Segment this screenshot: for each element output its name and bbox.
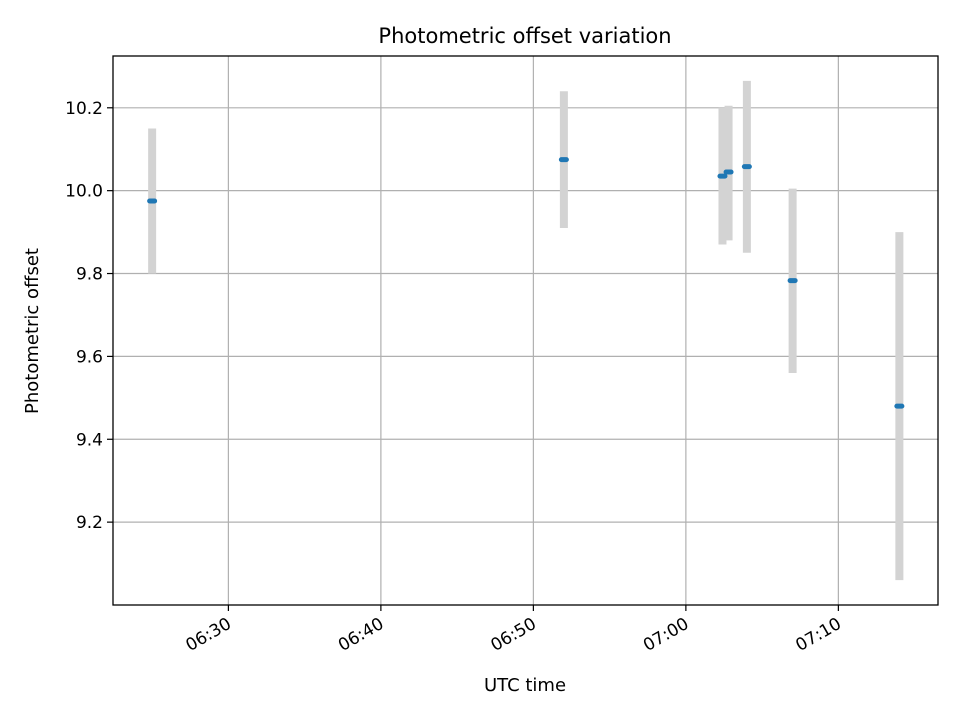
y-tick-label: 9.2 bbox=[76, 513, 103, 533]
data-point bbox=[147, 198, 158, 204]
data-point bbox=[741, 164, 752, 170]
data-points bbox=[147, 157, 905, 409]
y-tick-label: 9.6 bbox=[76, 347, 103, 367]
x-axis-title: UTC time bbox=[484, 675, 566, 696]
data-point bbox=[717, 173, 728, 179]
y-tick-label: 9.4 bbox=[76, 430, 103, 450]
grid bbox=[113, 56, 938, 605]
y-tick-label: 10.0 bbox=[65, 182, 103, 202]
chart-title: Photometric offset variation bbox=[378, 24, 671, 48]
y-tick-label: 9.8 bbox=[76, 265, 103, 285]
data-point bbox=[558, 157, 569, 163]
y-axis: 9.2 9.4 9.6 9.8 10.0 10.2 bbox=[65, 99, 113, 533]
y-axis-title: Photometric offset bbox=[22, 248, 43, 414]
data-point bbox=[894, 403, 905, 409]
data-point bbox=[723, 169, 734, 175]
y-tick-label: 10.2 bbox=[65, 99, 103, 119]
data-point bbox=[787, 278, 798, 284]
plot-frame bbox=[112, 55, 939, 606]
